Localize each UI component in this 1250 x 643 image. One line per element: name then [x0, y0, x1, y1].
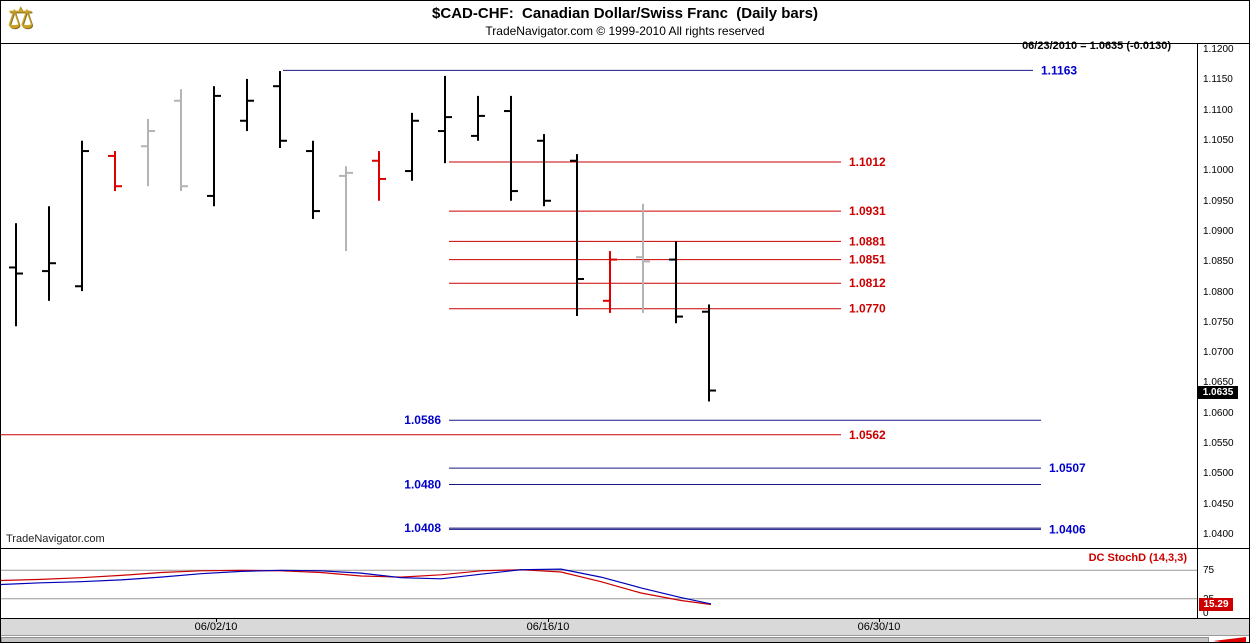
level-label: 1.1163 [1041, 63, 1077, 77]
ohlc-bar [438, 75, 452, 164]
price-axis-label: 1.1100 [1203, 104, 1233, 116]
ohlc-bar [570, 154, 584, 316]
price-axis-label: 1.0900 [1203, 225, 1234, 237]
ohlc-bar [108, 151, 122, 192]
ohlc-bar [405, 112, 419, 181]
price-axis-label: 1.0650 [1203, 377, 1234, 389]
ohlc-bar [504, 95, 518, 201]
ohlc-bar [141, 118, 155, 187]
price-axis-label: 1.0700 [1203, 347, 1234, 359]
tradenavigator-logo-icon: ⚖ [7, 2, 34, 35]
level-label: 1.0851 [849, 253, 886, 267]
ohlc-bar [471, 95, 485, 141]
ohlc-bar [42, 206, 56, 301]
ohlc-bar [372, 151, 386, 201]
level-label: 1.0408 [404, 521, 441, 535]
chart-title: $CAD-CHF: Canadian Dollar/Swiss Franc (D… [432, 5, 818, 22]
ohlc-bar [9, 223, 23, 327]
level-label: 1.0931 [849, 204, 886, 218]
price-axis-label: 1.0450 [1203, 498, 1234, 510]
stoch-line-blue [1, 568, 712, 605]
watermark-text: TradeNavigator.com [6, 533, 105, 545]
ohlc-bar [273, 71, 287, 149]
ohlc-bar [669, 241, 683, 324]
level-label: 1.0507 [1049, 461, 1086, 475]
price-axis-label: 1.0500 [1203, 468, 1234, 480]
price-axis-label: 1.0550 [1203, 438, 1234, 450]
ohlc-bar [537, 134, 551, 207]
level-label: 1.0812 [849, 276, 886, 290]
x-axis-tick [879, 619, 880, 622]
ohlc-bar [603, 251, 617, 313]
level-label: 1.1012 [849, 155, 886, 169]
price-axis-label: 1.1050 [1203, 134, 1234, 146]
stoch-axis-label: 75 [1203, 565, 1215, 577]
price-chart-canvas[interactable]: 1.1163 1.1012 1.0931 1.0881 1.0851 1.0812 1.07… [1, 44, 1197, 548]
x-axis-tick [548, 619, 549, 622]
level-label: 1.0770 [849, 302, 886, 316]
x-axis-date-label: 06/30/10 [857, 621, 901, 633]
ohlc-bar [702, 304, 716, 402]
price-axis-label: 1.0950 [1203, 195, 1234, 207]
price-chart-area[interactable]: 1.1163 1.1012 1.0931 1.0881 1.0851 1.0812 1.07… [1, 43, 1197, 549]
ohlc-bar [636, 203, 650, 313]
price-axis-label: 1.0850 [1203, 256, 1234, 268]
price-axis-label: 1.0750 [1203, 316, 1234, 328]
stochastic-axis: 15.29 75250 [1197, 549, 1249, 619]
scroll-left-arrow-icon[interactable] [1213, 637, 1246, 642]
indicator-name-label: DC StochD (14,3,3) [1088, 552, 1187, 564]
x-axis-date-label: 06/02/10 [194, 621, 238, 633]
price-axis-label: 1.0600 [1203, 407, 1234, 419]
level-label: 1.0586 [404, 413, 441, 427]
ohlc-bar [207, 86, 221, 207]
stoch-line-red [1, 569, 712, 606]
level-label: 1.0480 [404, 478, 441, 492]
level-label: 1.0406 [1049, 522, 1086, 536]
price-axis-label: 1.1000 [1203, 165, 1234, 177]
stoch-axis-label: 0 [1203, 608, 1209, 619]
last-quote-annotation: 06/23/2010 = 1.0635 (-0.0130) [1022, 40, 1171, 52]
level-label: 1.0881 [849, 234, 886, 248]
last-price-badge: 1.0635 [1198, 385, 1238, 399]
price-axis-label: 1.1200 [1203, 44, 1234, 55]
stochastic-value-badge: 15.29 [1199, 598, 1233, 612]
copyright-subtitle: TradeNavigator.com © 1999-2010 All right… [485, 24, 765, 38]
price-axis-label: 1.1150 [1203, 74, 1233, 86]
scrollbar-track[interactable] [1, 637, 1209, 642]
price-axis-label: 1.0400 [1203, 529, 1234, 540]
stochastic-panel[interactable]: DC StochD (14,3,3) [1, 549, 1197, 619]
ohlc-bar [174, 89, 188, 192]
ohlc-bar [240, 78, 254, 132]
level-label: 1.0562 [849, 428, 886, 442]
date-axis-strip: 06/02/10 06/16/10 06/30/10 [1, 619, 1249, 636]
horizontal-scrollbar[interactable] [1, 637, 1249, 642]
x-axis-date-label: 06/16/10 [526, 621, 570, 633]
stochastic-canvas[interactable] [1, 549, 1197, 618]
ohlc-bar [339, 166, 353, 252]
x-axis-tick [216, 619, 217, 622]
price-axis[interactable]: 1.0635 1.1200 1.1150 1.1100 1.1050 1.1000 1.0… [1197, 43, 1249, 549]
ohlc-bar [306, 140, 320, 219]
price-axis-label: 1.0800 [1203, 286, 1234, 298]
ohlc-bar [75, 140, 89, 292]
